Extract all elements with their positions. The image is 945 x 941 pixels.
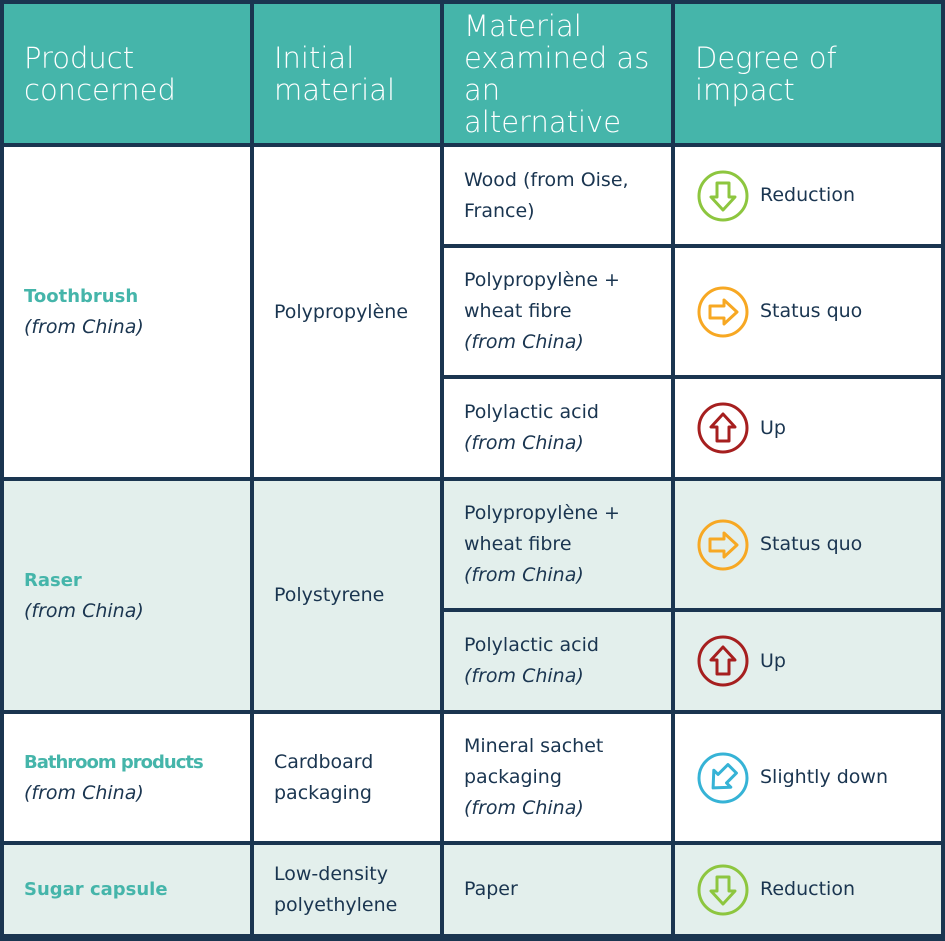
alternative-cell: Wood (from Oise, France) bbox=[444, 147, 671, 244]
alternative-line2: wheat fibre bbox=[464, 533, 572, 555]
alternative-line1: Wood (from Oise, bbox=[464, 168, 629, 191]
product-cell-raser: Raser (from China) bbox=[4, 481, 250, 710]
product-name: Bathroom products bbox=[24, 751, 204, 773]
initial-material-text: Low-density polyethylene bbox=[274, 862, 398, 916]
initial-material-text: Polypropylène bbox=[274, 300, 409, 323]
alternative-line2: wheat fibre bbox=[464, 300, 572, 322]
impact-label: Status quo bbox=[760, 300, 863, 322]
impact-label: Status quo bbox=[760, 533, 863, 555]
arrow-down-circle-icon bbox=[697, 170, 749, 221]
alternative-cell: Polypropylène + wheat fibre (from China) bbox=[444, 481, 671, 608]
alternative-origin: (from China) bbox=[464, 564, 584, 586]
alternative-cell: Mineral sachet packaging (from China) bbox=[444, 714, 671, 841]
alternative-origin: (from China) bbox=[464, 432, 584, 454]
impact-label: Up bbox=[760, 649, 786, 672]
product-origin: (from China) bbox=[24, 599, 144, 622]
product-cell-sugar-capsule: Sugar capsule bbox=[4, 845, 250, 934]
alternative-line2: packaging bbox=[464, 766, 562, 788]
initial-material-cell: Low-density polyethylene bbox=[254, 845, 440, 934]
initial-material-cell: Cardboard packaging bbox=[254, 714, 440, 841]
header-alternative-material: Material examined as an alternative bbox=[444, 4, 671, 143]
product-name: Toothbrush bbox=[24, 286, 139, 307]
alternative-line1: Polypropylène + bbox=[464, 502, 620, 524]
impact-label: Reduction bbox=[760, 878, 855, 900]
impact-label: Reduction bbox=[760, 184, 855, 206]
impact-cell: Status quo bbox=[675, 481, 941, 608]
impact-cell: Reduction bbox=[675, 147, 941, 244]
initial-material-text: Cardboard packaging bbox=[274, 750, 374, 804]
product-name: Raser bbox=[24, 569, 82, 591]
header-product: Product concerned bbox=[4, 4, 250, 143]
alternative-line1: Polylactic acid bbox=[464, 401, 599, 423]
alternative-line1: Polypropylène + bbox=[464, 269, 620, 291]
arrow-up-circle-icon bbox=[697, 402, 749, 454]
product-name: Sugar capsule bbox=[24, 879, 168, 900]
impact-cell: Slightly down bbox=[675, 714, 941, 841]
initial-material-cell: Polypropylène bbox=[254, 147, 440, 477]
alternative-line2: France) bbox=[464, 199, 535, 222]
product-cell-toothbrush: Toothbrush (from China) bbox=[4, 147, 250, 477]
alternative-line1: Polylactic acid bbox=[464, 634, 599, 656]
alternative-cell: Polylactic acid (from China) bbox=[444, 612, 671, 710]
initial-material-text: Polystyrene bbox=[274, 584, 385, 606]
arrow-down-circle-icon bbox=[697, 864, 749, 915]
alternative-line1: Paper bbox=[464, 878, 518, 900]
arrow-up-circle-icon bbox=[697, 635, 749, 687]
arrow-down-left-circle-icon bbox=[697, 752, 749, 803]
alternative-origin: (from China) bbox=[464, 797, 584, 819]
alternative-cell: Polypropylène + wheat fibre (from China) bbox=[444, 248, 671, 375]
impact-label: Slightly down bbox=[760, 766, 888, 788]
impact-label: Up bbox=[760, 416, 786, 439]
impact-cell: Reduction bbox=[675, 845, 941, 934]
alternative-cell: Paper bbox=[444, 845, 671, 934]
initial-material-cell: Polystyrene bbox=[254, 481, 440, 710]
header-impact: Degree of impact bbox=[675, 4, 941, 143]
impact-cell: Status quo bbox=[675, 248, 941, 375]
arrow-right-circle-icon bbox=[697, 286, 749, 337]
alternative-line1: Mineral sachet bbox=[464, 735, 604, 757]
alternative-origin: (from China) bbox=[464, 665, 584, 687]
product-cell-bathroom-products: Bathroom products (from China) bbox=[4, 714, 250, 841]
product-origin: (from China) bbox=[24, 781, 144, 804]
impact-cell: Up bbox=[675, 379, 941, 477]
alternative-cell: Polylactic acid (from China) bbox=[444, 379, 671, 477]
alternative-origin: (from China) bbox=[464, 331, 584, 353]
product-origin: (from China) bbox=[24, 316, 144, 338]
impact-cell: Up bbox=[675, 612, 941, 710]
header-initial-material: Initial material bbox=[254, 4, 440, 143]
arrow-right-circle-icon bbox=[697, 519, 749, 570]
